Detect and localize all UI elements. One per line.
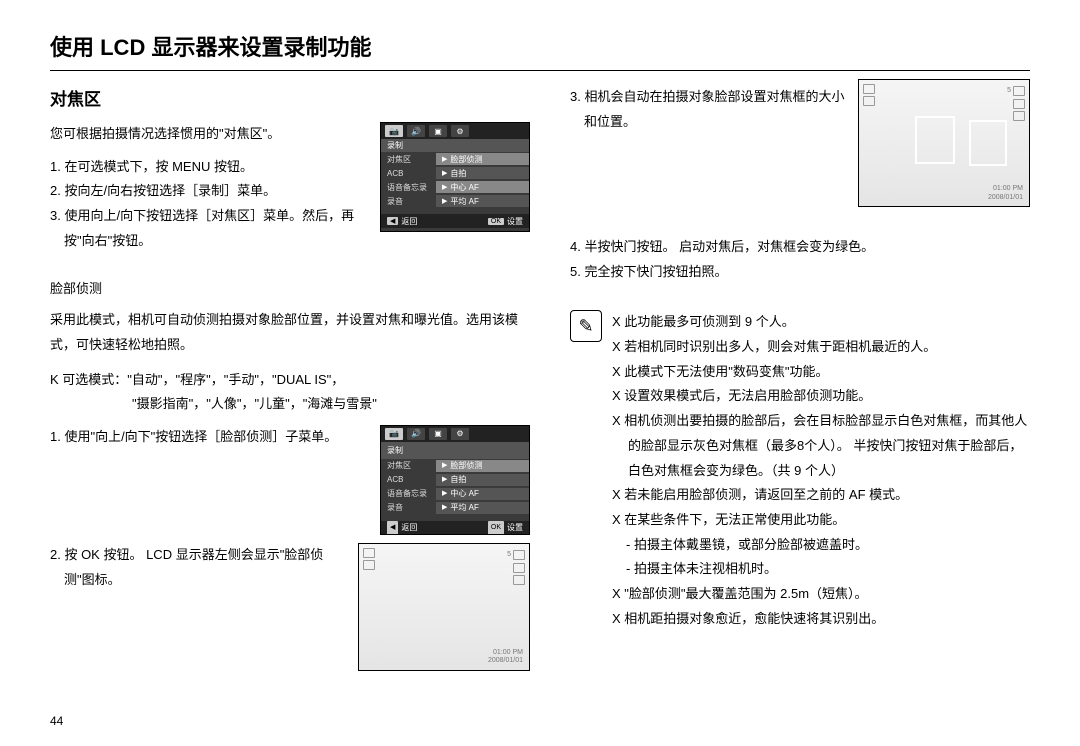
note-7b: - 拍摄主体未注视相机时。 xyxy=(612,557,1030,582)
note-6: X 若未能启用脸部侦测，请返回至之前的 AF 模式。 xyxy=(612,483,1030,508)
menu1-r2-val: ▶自拍 xyxy=(436,167,529,179)
note-7: X 在某些条件下，无法正常使用此功能。 xyxy=(612,508,1030,533)
modes-line1: K 可选模式："自动"，"程序"，"手动"，"DUAL IS"， xyxy=(50,368,530,393)
menu2-r3-val: ▶中心 AF xyxy=(436,488,529,500)
right-step4: 4. 半按快门按钮。 启动对焦后，对焦框会变为绿色。 xyxy=(570,235,1030,260)
menu2-heading: 录制 xyxy=(381,442,529,459)
camera-icon: 📷 xyxy=(385,125,403,137)
quality-icon xyxy=(1013,111,1025,121)
face-box-2 xyxy=(969,120,1007,166)
lcd-time: 01:00 PM xyxy=(488,649,523,657)
page-title: 使用 LCD 显示器来设置录制功能 xyxy=(50,30,1030,71)
face-box-1 xyxy=(915,116,955,164)
lcd-count: 5 xyxy=(1007,84,1011,97)
note-4: X 设置效果模式后，无法启用脸部侦测功能。 xyxy=(612,384,1030,409)
right-step5: 5. 完全按下快门按钮拍照。 xyxy=(570,260,1030,285)
setup-tab-icon: ⚙ xyxy=(451,428,469,440)
menu2-r3-label: 语音备忘录 xyxy=(381,486,436,501)
lcd-preview-2: 5 01:00 PM 2008/01/01 xyxy=(858,79,1030,207)
menu1-ok: 设置 xyxy=(507,216,523,227)
note-9: X 相机距拍摄对象愈近，愈能快速将其识别出。 xyxy=(612,607,1030,632)
note-2: X 若相机同时识别出多人，则会对焦于距相机最近的人。 xyxy=(612,335,1030,360)
menu1-r1-label: 对焦区 xyxy=(381,154,436,165)
quality-icon xyxy=(513,575,525,585)
menu1-r1-val: ▶脸部侦测 xyxy=(436,153,529,165)
modes-line2: "摄影指南"，"人像"，"儿童"，"海滩与雪景" xyxy=(50,392,530,417)
sound-tab-icon: 🔊 xyxy=(407,428,425,440)
mode-icon xyxy=(363,548,375,558)
lcd-date: 2008/01/01 xyxy=(988,194,1023,202)
menu1-r3-val: ▶中心 AF xyxy=(436,181,529,193)
menu2-r4-label: 录音 xyxy=(381,500,436,515)
menu-screenshot-2: 📷 🔊 ▣ ⚙ 录制 对焦区▶脸部侦测 ACB▶自拍 语音备忘录▶中心 AF 录… xyxy=(380,425,530,535)
intro-text: 您可根据拍摄情况选择惯用的"对焦区"。 xyxy=(50,122,370,147)
menu1-r4-label: 录音 xyxy=(381,196,436,207)
step-a3: 3. 使用向上/向下按钮选择［对焦区］菜单。然后，再按"向右"按钮。 xyxy=(50,204,370,253)
step-a1: 1. 在可选模式下，按 MENU 按钮。 xyxy=(50,155,370,180)
note-3: X 此模式下无法使用"数码变焦"功能。 xyxy=(612,360,1030,385)
menu1-r3-label: 语音备忘录 xyxy=(381,182,436,193)
note-7a: - 拍摄主体戴墨镜，或部分脸部被遮盖时。 xyxy=(612,533,1030,558)
size-icon xyxy=(1013,99,1025,109)
menu1-back: 返回 xyxy=(401,216,417,227)
section-heading: 对焦区 xyxy=(50,85,530,110)
menu2-ok: 设置 xyxy=(507,520,523,534)
lcd-preview-1: 5 01:00 PM 2008/01/01 xyxy=(358,543,530,671)
menu2-r2-val: ▶自拍 xyxy=(436,474,529,486)
battery-icon xyxy=(513,550,525,560)
note-8: X "脸部侦测"最大覆盖范围为 2.5m（短焦）。 xyxy=(612,582,1030,607)
step-b2: 2. 按 OK 按钮。 LCD 显示器左侧会显示"脸部侦测"图标。 xyxy=(50,543,348,592)
display-tab-icon: ▣ xyxy=(429,428,447,440)
face-detect-icon xyxy=(863,96,875,106)
sound-tab-icon: 🔊 xyxy=(407,125,425,137)
menu2-back: 返回 xyxy=(401,520,417,534)
camera-icon: 📷 xyxy=(385,428,403,440)
page-number: 44 xyxy=(50,714,63,728)
menu1-r2-label: ACB xyxy=(381,169,436,178)
lcd-date: 2008/01/01 xyxy=(488,657,523,665)
menu1-r4-val: ▶平均 AF xyxy=(436,195,529,207)
battery-icon xyxy=(1013,86,1025,96)
menu2-r4-val: ▶平均 AF xyxy=(436,502,529,514)
lcd-time: 01:00 PM xyxy=(988,185,1023,193)
note-1: X 此功能最多可侦测到 9 个人。 xyxy=(612,310,1030,335)
note-5: X 相机侦测出要拍摄的脸部后，会在目标脸部显示白色对焦框，而其他人的脸部显示灰色… xyxy=(612,409,1030,483)
face-detect-label: 脸部侦测 xyxy=(50,277,530,302)
step-a2: 2. 按向左/向右按钮选择［录制］菜单。 xyxy=(50,179,370,204)
face-detect-desc: 采用此模式，相机可自动侦测拍摄对象脸部位置，并设置对焦和曝光值。选用该模式，可快… xyxy=(50,308,530,357)
lcd-count: 5 xyxy=(507,548,511,561)
menu2-r1-val: ▶脸部侦测 xyxy=(436,460,529,472)
setup-tab-icon: ⚙ xyxy=(451,125,469,137)
step-b1: 1. 使用"向上/向下"按钮选择［脸部侦测］子菜单。 xyxy=(50,425,370,450)
right-step3: 3. 相机会自动在拍摄对象脸部设置对焦框的大小和位置。 xyxy=(570,85,850,134)
size-icon xyxy=(513,563,525,573)
face-detect-icon xyxy=(363,560,375,570)
menu2-r2-label: ACB xyxy=(381,472,436,487)
menu2-r1-label: 对焦区 xyxy=(381,458,436,473)
display-tab-icon: ▣ xyxy=(429,125,447,137)
note-icon: ✎ xyxy=(570,310,602,342)
menu1-heading: 录制 xyxy=(381,139,529,152)
menu-screenshot-1: 📷 🔊 ▣ ⚙ 录制 对焦区▶脸部侦测 ACB▶自拍 语音备忘录▶中心 AF 录… xyxy=(380,122,530,232)
mode-icon xyxy=(863,84,875,94)
